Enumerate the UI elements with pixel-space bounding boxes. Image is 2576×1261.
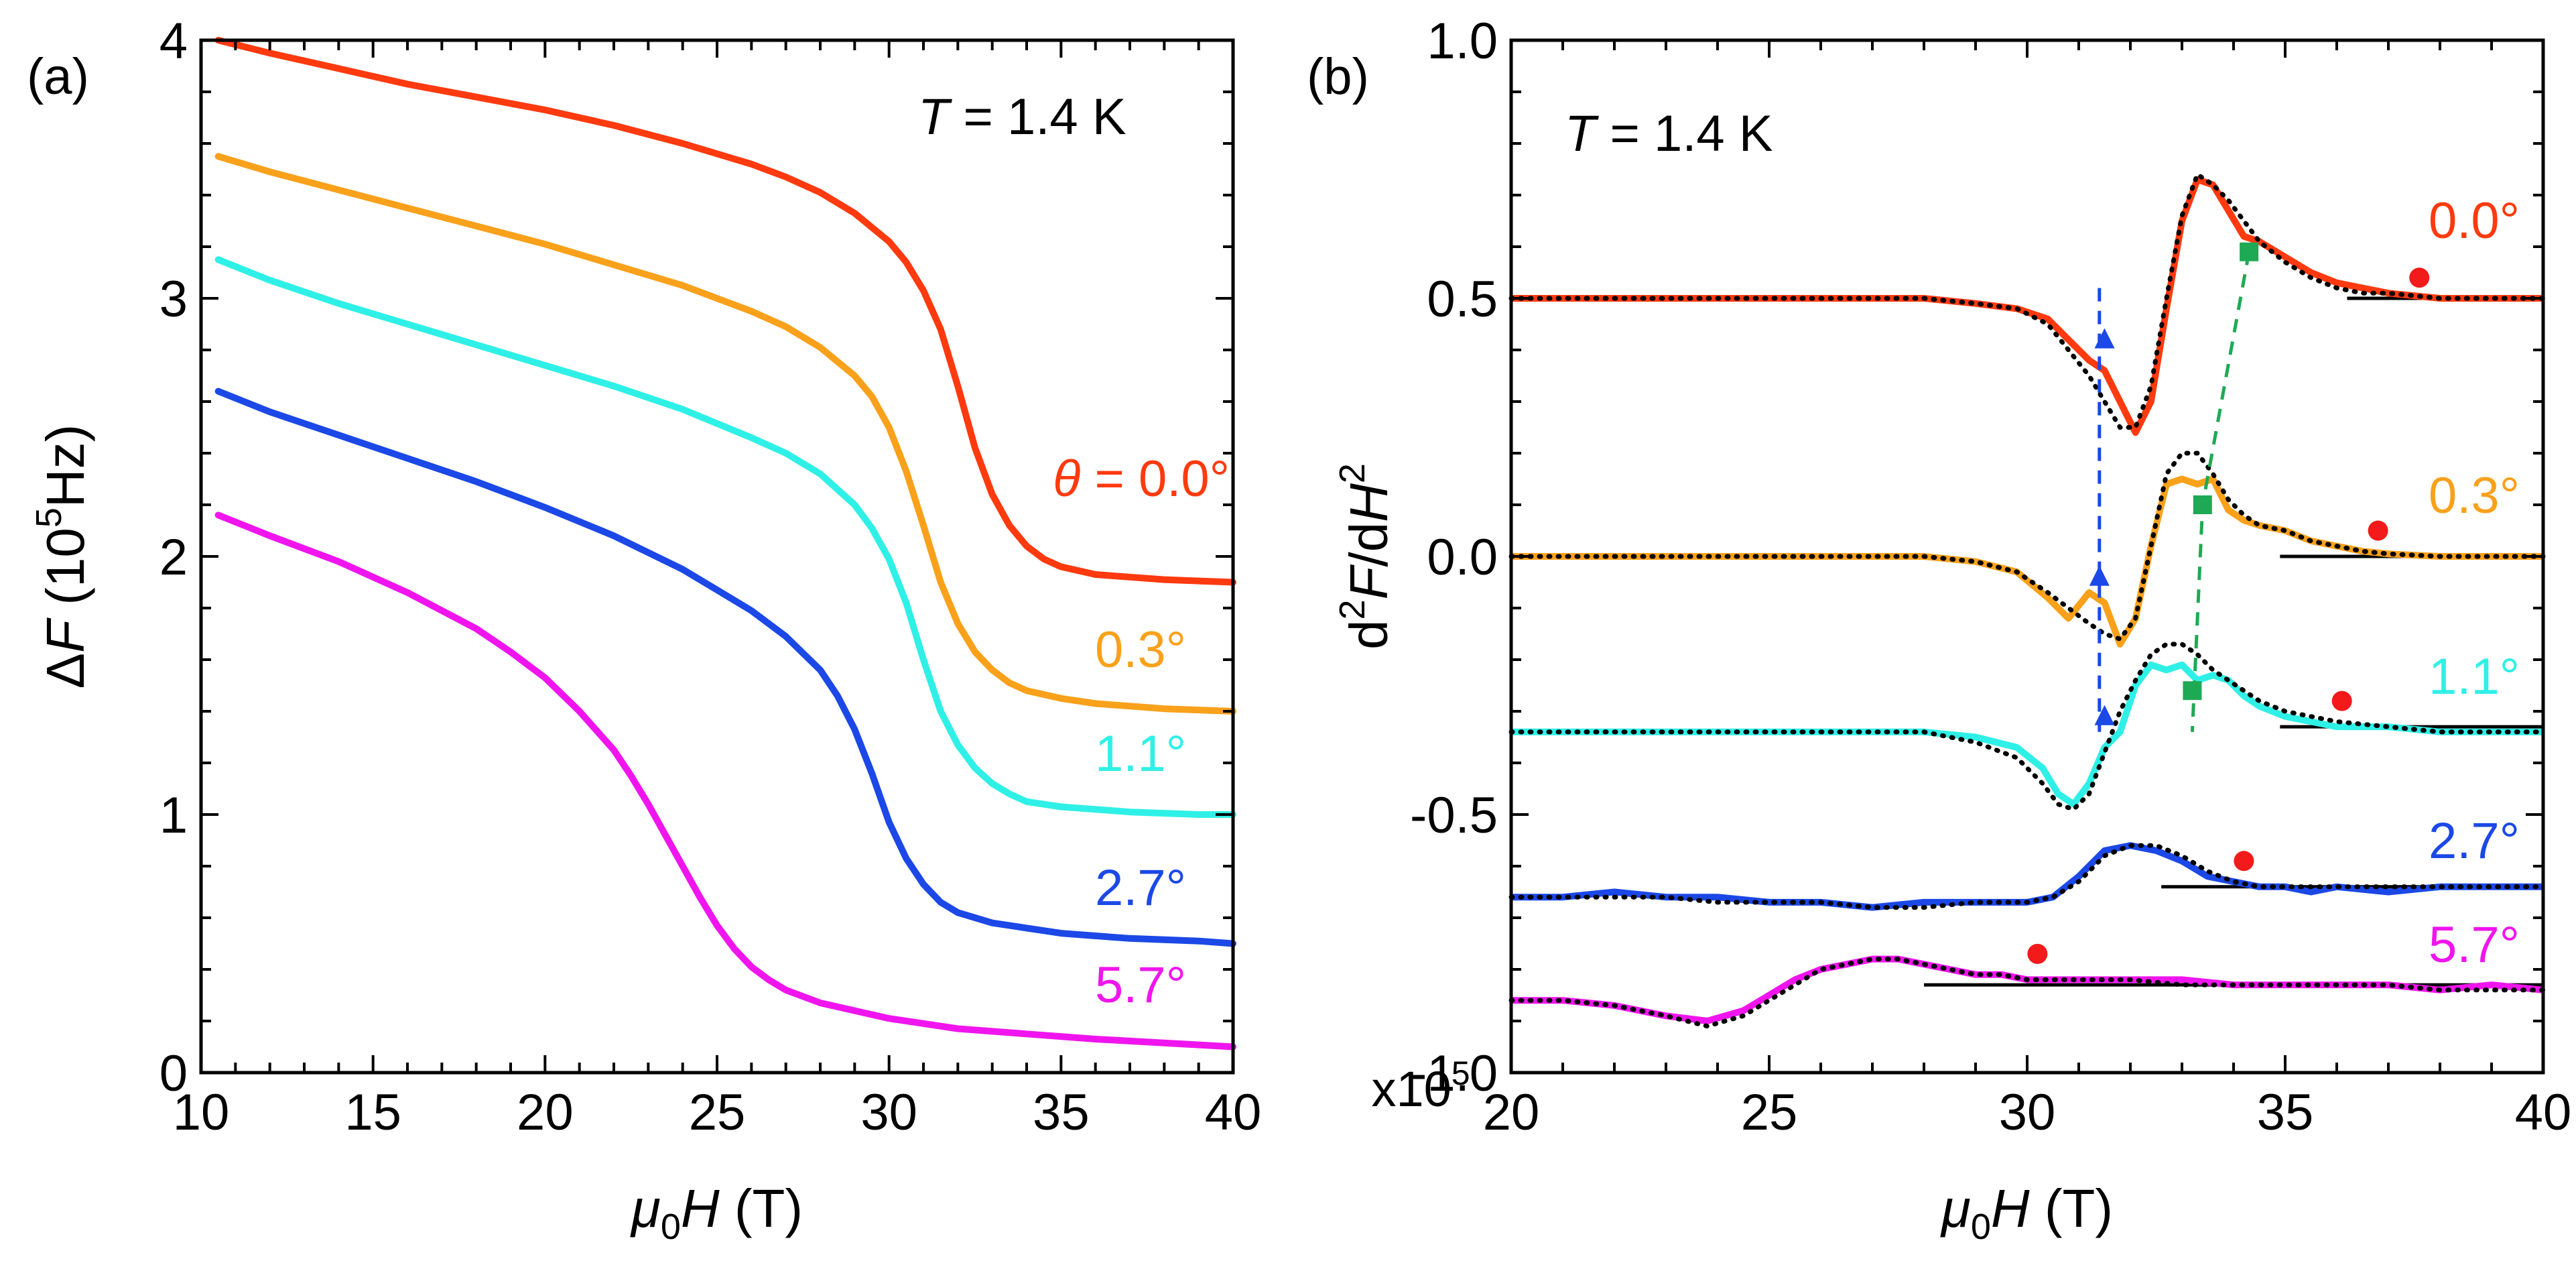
panel-a-series-label: θ = 0.0° [1053,451,1230,507]
panel-b-series-label: 0.0° [2429,192,2520,249]
series-line-4 [214,512,1236,1050]
panel-a-plot-area [214,37,1236,1050]
panel-b-y-tick-label: -0.5 [1410,787,1498,844]
panel-a-x-tick-label: 40 [1205,1084,1262,1141]
circle-marker [2331,690,2352,711]
square-marker [2240,242,2259,261]
panel-a-x-tick-label: 35 [1033,1084,1090,1141]
panel-a-x-tick-label: 10 [173,1084,230,1141]
panel-a-y-axis-label: ΔF (105Hz) [29,424,95,689]
panel-a-temperature-annotation: T = 1.4 K [918,88,1126,145]
panel-a-y-tick-label: 4 [159,13,188,70]
panel-a-y-tick-label: 0 [159,1045,188,1102]
panel-b-y-tick-label: 0.5 [1427,271,1498,328]
panel-b-x-tick-label: 30 [1999,1084,2056,1141]
fit-line-1 [1508,451,2546,642]
panel-b-x-axis-label: μ0H (T) [1940,1179,2113,1247]
panel-b: 20 25 30 35 40 -1.0 -0.5 0.0 0.5 1.0 (b) T = 1.4 … [1307,13,2571,1247]
panel-a-x-tick-label: 30 [860,1084,917,1141]
panel-b-x-tick-label: 20 [1483,1084,1540,1141]
panel-b-y-tick-label: -1.0 [1410,1045,1498,1102]
circle-marker [2409,267,2430,288]
panel-a-x-tick-label: 25 [689,1084,746,1141]
panel-a-series-label: 5.7° [1095,957,1186,1014]
fit-line-4 [1508,957,2546,1029]
circle-marker [2234,851,2254,872]
panel-a-x-tick-label: 20 [517,1084,574,1141]
panel-a-y-tick-label: 1 [159,787,188,844]
circle-marker [2027,943,2048,964]
panel-a-series-labels: θ = 0.0° 0.3° 1.1° 2.7° 5.7° [1053,451,1230,1014]
fit-line-0 [1508,170,2546,430]
triangle-marker [2094,328,2115,349]
panel-b-y-tick-label: 1.0 [1427,13,1498,70]
panel-b-y-tick-label: 0.0 [1427,529,1498,586]
panel-a-x-axis-label: μ0H (T) [630,1179,803,1247]
panel-a-series-label: 2.7° [1095,859,1186,916]
fit-line-2 [1508,642,2546,813]
panel-a-label: (a) [27,48,89,105]
panel-b-series-labels: 0.0° 0.3° 1.1° 2.7° 5.7° [2429,192,2520,973]
triangle-marker [2094,705,2115,725]
panel-a-series-label: 1.1° [1095,725,1186,782]
panel-b-series-label: 2.7° [2429,813,2520,869]
panel-a: 10 15 20 25 30 35 40 0 1 2 3 4 (a) T = 1.4 K μ0H (T… [27,13,1261,1247]
panel-b-x-tick-label: 25 [1741,1084,1798,1141]
panel-a-ticks: 10 15 20 25 30 35 40 0 1 2 3 4 [159,13,1262,1141]
panel-b-x-tick-label: 40 [2515,1084,2572,1141]
panel-b-series-label: 5.7° [2429,916,2520,973]
panel-b-series-label: 1.1° [2429,648,2520,705]
series-line-3 [214,387,1236,947]
series-line-2 [214,256,1236,818]
panel-b-series-label: 0.3° [2429,467,2520,524]
panel-b-y-axis-label: d2F/dH2 [1332,463,1399,650]
series-line-0 [214,37,1236,586]
fit-line-3 [1508,843,2546,910]
panel-b-label: (b) [1307,48,1369,105]
panel-a-series-label: 0.3° [1095,621,1186,678]
panel-b-plot-area [1508,170,2546,1029]
square-marker [2183,681,2202,701]
series-line-1 [214,153,1236,715]
series-line-2 [1511,661,2543,808]
triangle-marker [2089,565,2110,586]
panel-a-x-tick-label: 15 [344,1084,401,1141]
panel-b-x-tick-label: 35 [2257,1084,2314,1141]
circle-marker [2368,520,2388,541]
panel-b-temperature-annotation: T = 1.4 K [1565,105,1773,162]
panel-b-ticks: 20 25 30 35 40 -1.0 -0.5 0.0 0.5 1.0 [1410,13,2571,1141]
square-marker [2193,495,2212,514]
panel-a-y-tick-label: 2 [159,529,188,586]
panel-a-y-tick-label: 3 [159,271,188,328]
